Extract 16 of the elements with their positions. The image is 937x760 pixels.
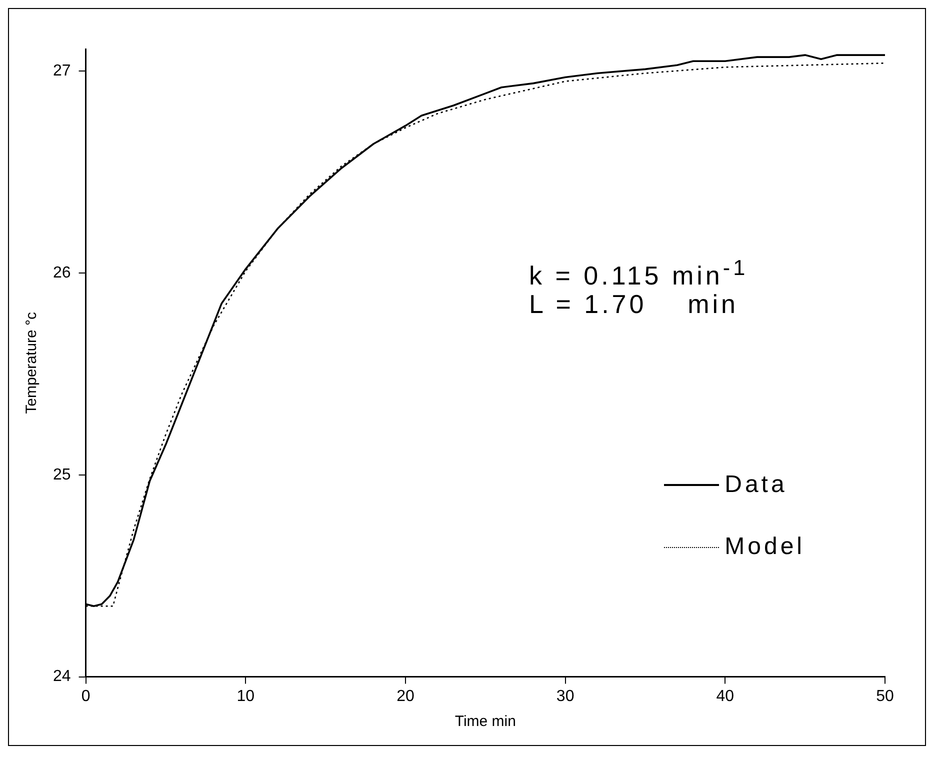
y-axis-title: Temperature °c xyxy=(23,311,40,414)
x-tick-label: 10 xyxy=(236,688,255,705)
annotation: k = 0.115 min$^{-1}$ xyxy=(529,254,748,291)
legend-label: Model xyxy=(724,533,805,561)
annotation: L = 1.70 min xyxy=(529,288,740,319)
legend-label: Data xyxy=(724,471,788,499)
x-tick-label: 40 xyxy=(716,688,734,705)
y-tick-label: 25 xyxy=(53,466,71,484)
x-tick-label: 50 xyxy=(876,688,894,705)
x-tick-label: 20 xyxy=(396,688,414,705)
y-tick-label: 26 xyxy=(53,264,71,282)
y-tick-label: 24 xyxy=(53,668,71,686)
x-tick-label: 30 xyxy=(556,688,574,705)
x-axis-title: Time min xyxy=(454,713,516,730)
x-tick-label: 0 xyxy=(81,688,90,705)
y-tick-label: 27 xyxy=(53,62,71,80)
